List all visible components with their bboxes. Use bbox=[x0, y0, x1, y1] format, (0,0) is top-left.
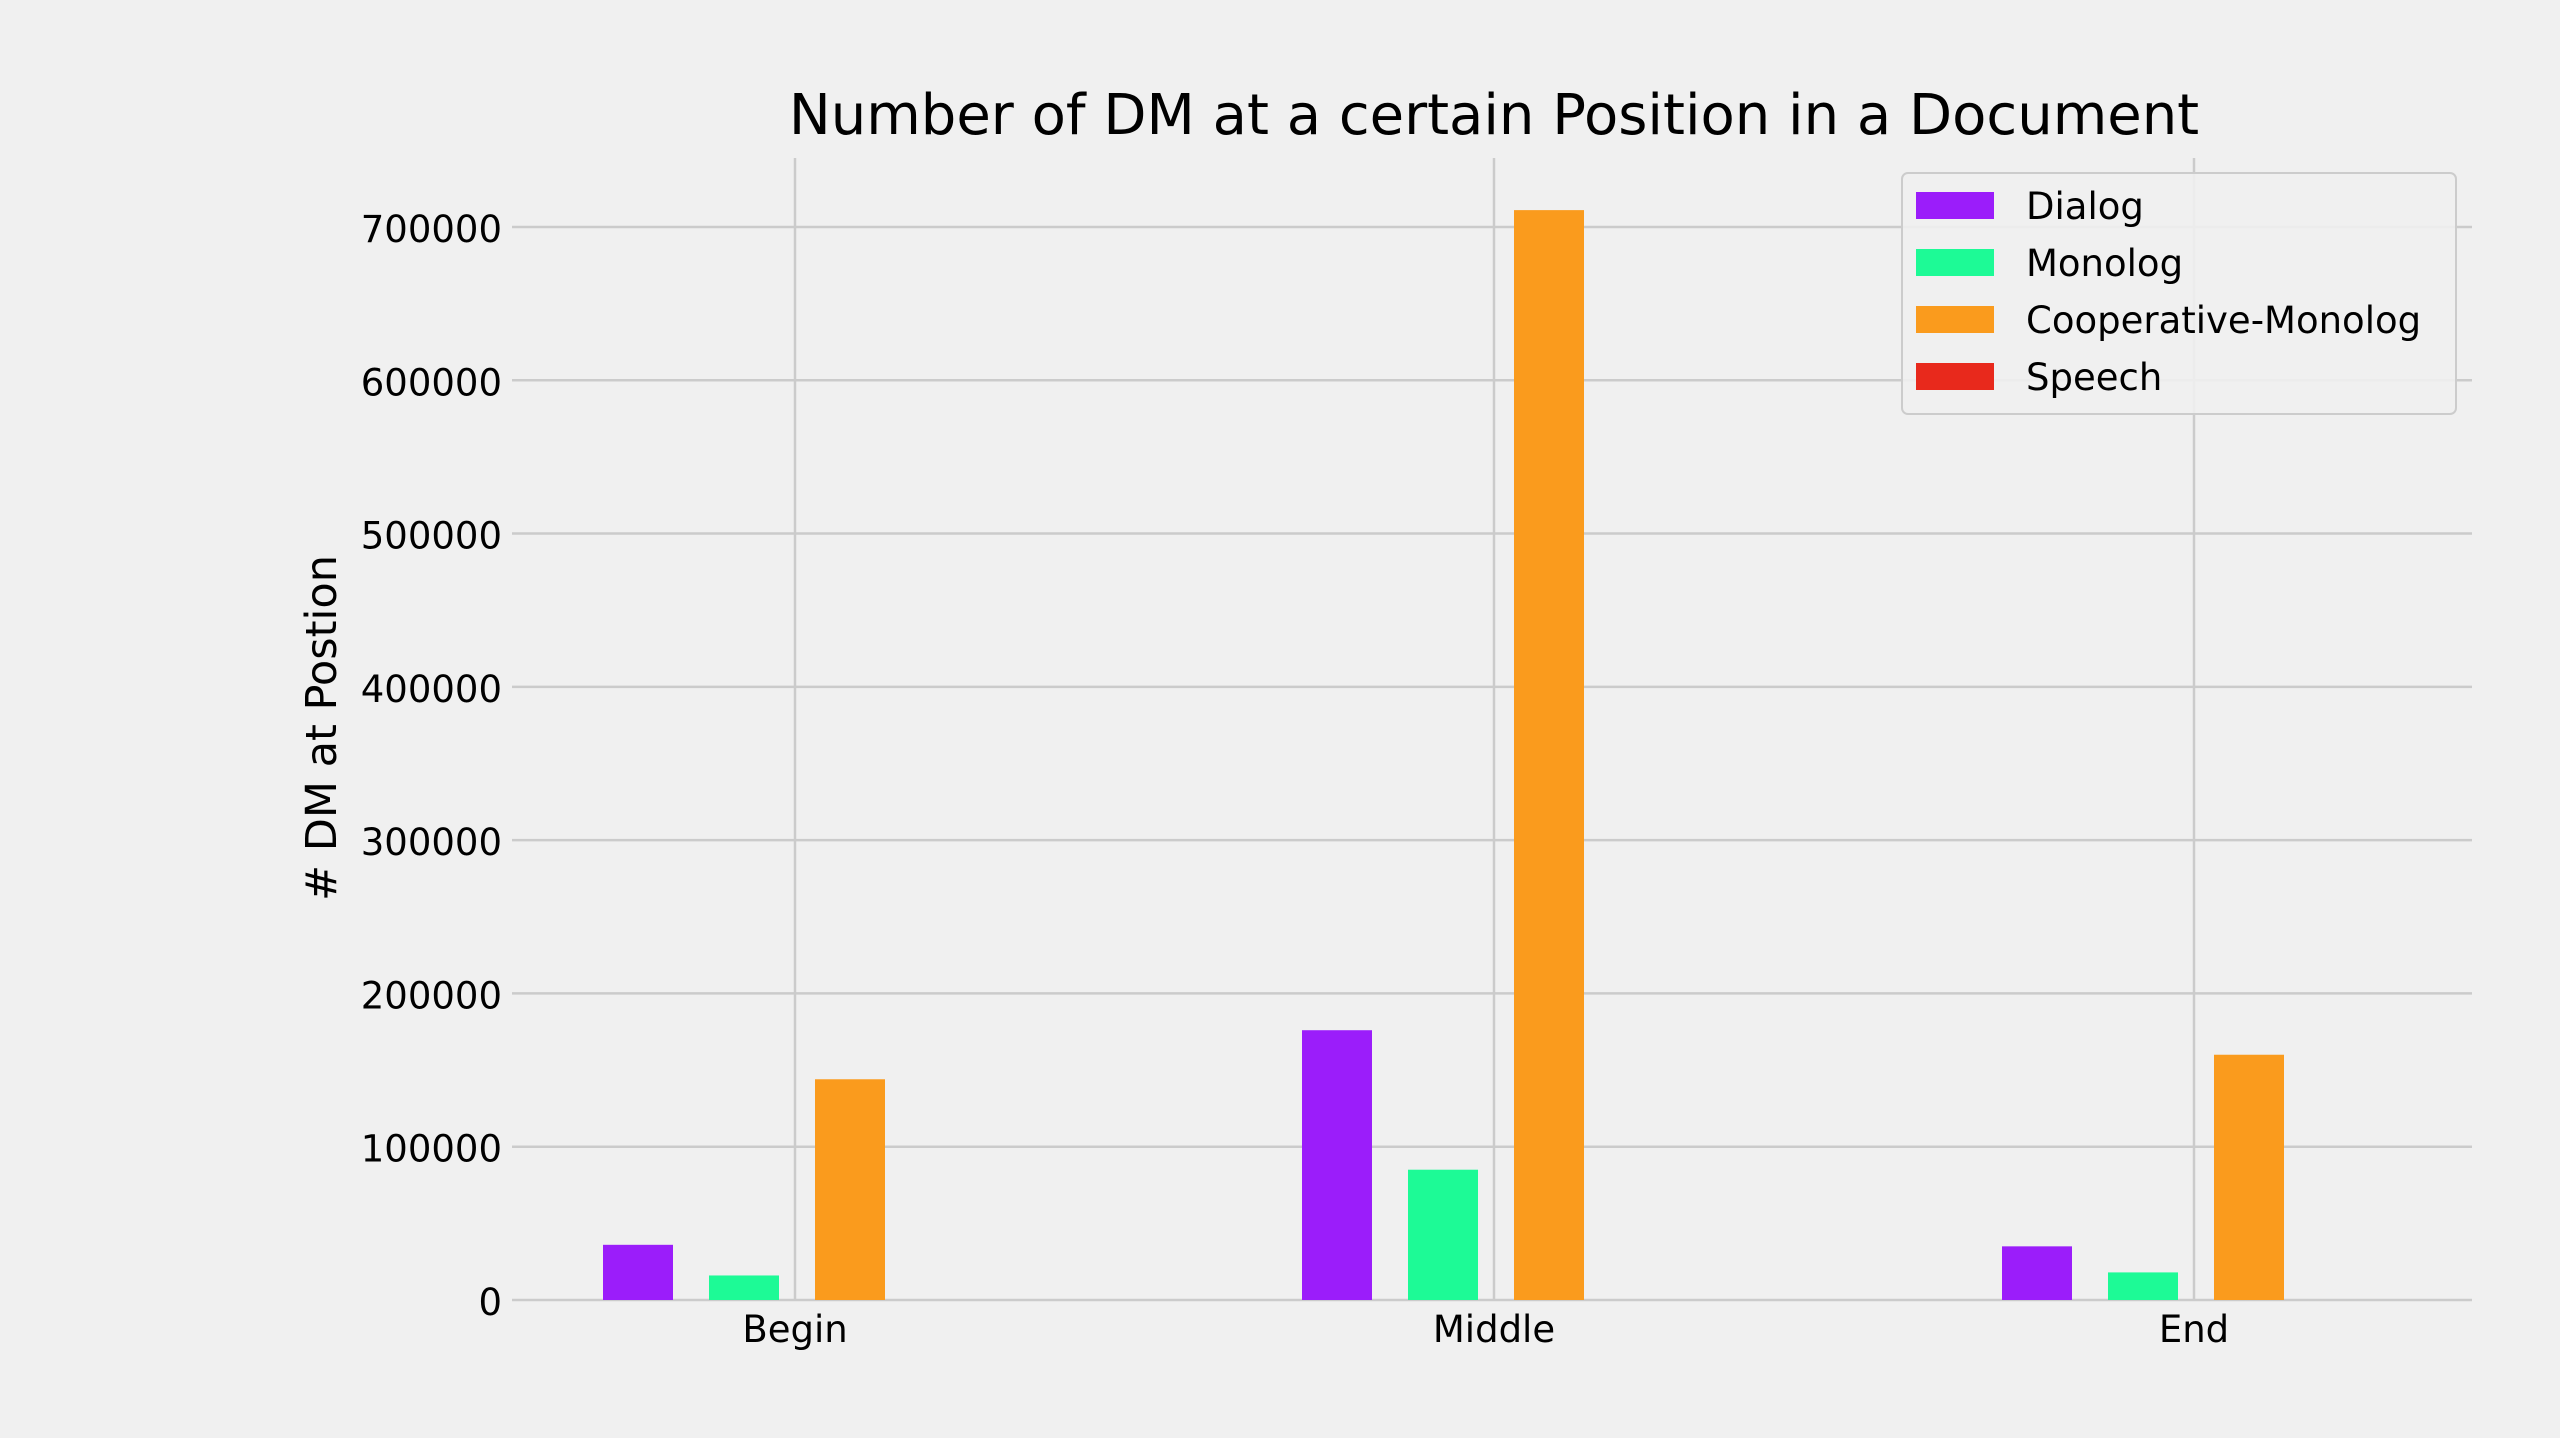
y-tick-label: 400000 bbox=[361, 668, 502, 711]
y-tick-labels: 0 100000 200000 300000 400000 500000 600000 700… bbox=[361, 208, 502, 1324]
legend-swatch bbox=[1916, 249, 1994, 276]
legend-label: Dialog bbox=[2026, 185, 2144, 228]
legend-swatch bbox=[1916, 363, 1994, 390]
bar-cooperative-monolog-end bbox=[2214, 1054, 2284, 1300]
bar-monolog-end bbox=[2108, 1272, 2178, 1300]
x-tick-labels: Begin Middle End bbox=[742, 1308, 2229, 1351]
legend-label: Cooperative-Monolog bbox=[2026, 299, 2421, 342]
y-tick-label: 0 bbox=[478, 1281, 502, 1324]
x-tick-label: End bbox=[2159, 1308, 2229, 1351]
bar-cooperative-monolog-middle bbox=[1514, 210, 1584, 1300]
y-tick-label: 600000 bbox=[361, 361, 502, 404]
bar-monolog-middle bbox=[1408, 1169, 1478, 1300]
bar-monolog-begin bbox=[709, 1275, 779, 1300]
x-tick-label: Middle bbox=[1433, 1308, 1555, 1351]
legend-box bbox=[1901, 172, 2457, 415]
bar-dialog-end bbox=[2002, 1246, 2072, 1300]
legend-label: Monolog bbox=[2026, 242, 2183, 285]
chart-title: Number of DM at a certain Position in a … bbox=[789, 83, 2199, 148]
bar-dialog-middle bbox=[1302, 1030, 1372, 1300]
bar-dialog-begin bbox=[603, 1244, 673, 1300]
y-tick-label: 300000 bbox=[361, 821, 502, 864]
legend: Dialog Monolog Cooperative-Monolog Speech bbox=[1901, 172, 2457, 415]
y-axis-label: # DM at Postion bbox=[297, 555, 347, 901]
y-tick-label: 500000 bbox=[361, 515, 502, 558]
x-tick-label: Begin bbox=[742, 1308, 847, 1351]
legend-swatch bbox=[1916, 192, 1994, 219]
bars bbox=[603, 210, 2284, 1300]
y-tick-label: 100000 bbox=[361, 1128, 502, 1171]
bar-cooperative-monolog-begin bbox=[815, 1079, 885, 1300]
legend-swatch bbox=[1916, 306, 1994, 333]
legend-label: Speech bbox=[2026, 356, 2162, 399]
y-tick-label: 200000 bbox=[361, 974, 502, 1017]
y-tick-label: 700000 bbox=[361, 208, 502, 251]
